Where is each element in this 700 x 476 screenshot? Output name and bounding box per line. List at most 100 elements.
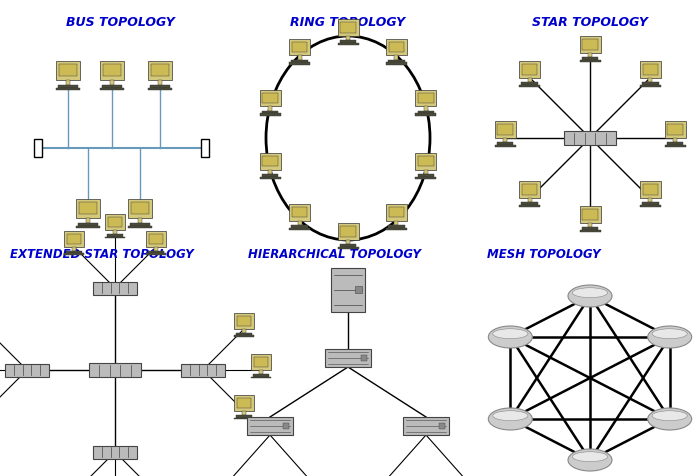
Bar bbox=[76, 199, 100, 218]
Bar bbox=[340, 40, 356, 43]
Bar bbox=[113, 230, 117, 234]
Bar bbox=[67, 234, 81, 244]
Bar bbox=[79, 202, 97, 214]
Bar bbox=[148, 61, 172, 80]
Bar bbox=[340, 22, 356, 33]
Bar bbox=[642, 202, 659, 205]
Ellipse shape bbox=[652, 329, 687, 338]
Bar bbox=[236, 415, 252, 417]
Bar bbox=[386, 62, 407, 65]
Bar bbox=[105, 237, 125, 238]
Bar bbox=[394, 56, 398, 60]
Bar bbox=[150, 85, 169, 88]
Bar bbox=[503, 138, 507, 142]
Bar bbox=[72, 247, 76, 251]
Bar bbox=[242, 329, 246, 333]
Ellipse shape bbox=[489, 408, 532, 430]
Bar bbox=[346, 36, 350, 40]
Bar bbox=[640, 181, 661, 198]
Bar bbox=[102, 85, 122, 88]
Bar bbox=[151, 64, 169, 76]
Bar bbox=[403, 417, 449, 435]
Bar bbox=[361, 355, 367, 361]
Bar bbox=[100, 61, 124, 80]
Ellipse shape bbox=[648, 408, 692, 430]
Bar bbox=[107, 234, 122, 237]
Bar bbox=[298, 56, 302, 60]
Bar bbox=[146, 254, 166, 256]
Bar bbox=[234, 313, 254, 329]
Bar bbox=[128, 226, 152, 228]
Bar bbox=[260, 153, 281, 169]
Bar bbox=[580, 230, 601, 232]
Bar bbox=[260, 89, 281, 107]
Bar bbox=[498, 124, 512, 135]
Bar bbox=[419, 93, 433, 103]
Bar bbox=[519, 85, 540, 87]
Bar bbox=[259, 370, 262, 374]
Bar bbox=[580, 60, 601, 62]
Bar bbox=[291, 60, 308, 62]
Bar bbox=[234, 417, 254, 419]
Bar bbox=[325, 349, 371, 367]
Bar bbox=[666, 142, 683, 145]
Bar bbox=[78, 223, 97, 226]
Bar bbox=[108, 217, 122, 227]
Bar bbox=[643, 184, 658, 195]
Bar bbox=[416, 177, 437, 178]
Text: EXTENDED STAR TOPOLOGY: EXTENDED STAR TOPOLOGY bbox=[10, 248, 194, 261]
Text: MESH TOPOLOGY: MESH TOPOLOGY bbox=[487, 248, 601, 261]
Bar bbox=[416, 113, 437, 116]
Bar bbox=[664, 121, 685, 138]
Bar bbox=[146, 231, 166, 247]
Ellipse shape bbox=[568, 285, 612, 307]
Bar bbox=[291, 225, 308, 228]
Bar bbox=[664, 145, 685, 147]
Bar bbox=[522, 82, 538, 85]
Bar bbox=[64, 231, 84, 247]
Bar bbox=[337, 223, 358, 240]
Bar bbox=[648, 198, 652, 202]
Bar bbox=[388, 60, 405, 62]
Bar bbox=[128, 199, 152, 218]
Bar bbox=[268, 107, 272, 111]
Bar bbox=[148, 251, 164, 254]
Bar bbox=[640, 85, 661, 87]
Bar bbox=[289, 204, 310, 220]
Bar bbox=[673, 138, 677, 142]
Bar bbox=[588, 53, 592, 57]
Bar bbox=[56, 61, 80, 80]
Text: RING TOPOLOGY: RING TOPOLOGY bbox=[290, 16, 405, 29]
Bar bbox=[522, 202, 538, 205]
Ellipse shape bbox=[493, 329, 528, 338]
Bar bbox=[234, 396, 254, 411]
Bar bbox=[104, 64, 120, 76]
Ellipse shape bbox=[573, 452, 608, 462]
Bar bbox=[262, 156, 278, 166]
Bar bbox=[340, 226, 356, 237]
Bar bbox=[64, 254, 84, 256]
Bar bbox=[522, 184, 538, 195]
Bar bbox=[130, 223, 150, 226]
Bar bbox=[582, 209, 598, 219]
Bar bbox=[640, 205, 661, 207]
Bar bbox=[496, 142, 513, 145]
Bar bbox=[337, 43, 358, 45]
Bar bbox=[148, 88, 172, 90]
Bar bbox=[149, 234, 163, 244]
Bar bbox=[388, 225, 405, 228]
Ellipse shape bbox=[493, 411, 528, 421]
Bar bbox=[640, 61, 661, 78]
Bar bbox=[416, 89, 437, 107]
Bar bbox=[386, 204, 407, 220]
Bar bbox=[337, 247, 358, 249]
Bar bbox=[86, 218, 90, 223]
Bar bbox=[138, 218, 142, 223]
Bar bbox=[289, 39, 310, 56]
Bar bbox=[251, 377, 271, 378]
Bar bbox=[522, 64, 538, 75]
Bar bbox=[260, 177, 281, 178]
Bar bbox=[643, 64, 658, 75]
Bar bbox=[251, 355, 271, 370]
Bar bbox=[93, 281, 137, 295]
